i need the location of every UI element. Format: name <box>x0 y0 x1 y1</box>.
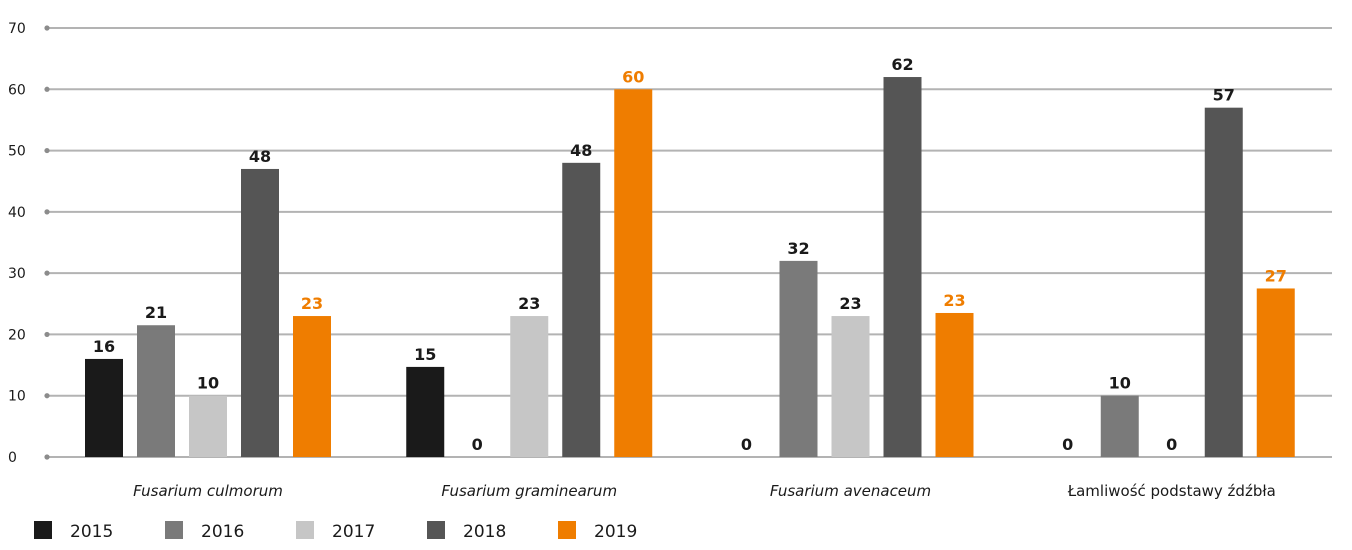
legend-label: 2016 <box>201 522 244 542</box>
grid-line-dot <box>44 147 50 154</box>
data-label: 23 <box>518 294 540 313</box>
bar-2017-2 <box>831 316 870 457</box>
y-tick-label: 0 <box>8 450 17 466</box>
bar-2016-0 <box>137 325 175 457</box>
y-tick-label: 20 <box>8 327 26 343</box>
data-label: 0 <box>1166 435 1177 454</box>
grid-line-dot <box>44 393 50 399</box>
bar-2019-2 <box>935 312 974 457</box>
data-label: 60 <box>622 67 644 86</box>
grid-line-dot <box>44 86 50 92</box>
grid-line-dot <box>44 270 50 276</box>
data-label: 16 <box>93 337 115 356</box>
data-label: 23 <box>301 294 323 313</box>
data-label: 0 <box>472 435 483 454</box>
x-category-label: Fusarium graminearum <box>441 482 617 500</box>
data-label: 23 <box>839 294 861 313</box>
data-label: 15 <box>414 345 436 364</box>
bar-2017-0 <box>189 395 227 457</box>
data-label: 57 <box>1213 86 1235 105</box>
data-label: 0 <box>1062 435 1073 454</box>
bar-2018-0 <box>241 168 279 457</box>
data-label: 48 <box>249 147 271 166</box>
legend-swatch <box>34 521 52 539</box>
bar-2019-0 <box>293 316 331 457</box>
legend-label: 2019 <box>594 522 637 542</box>
data-labels: 16 21 10 48 23 15 0 23 48 60 0 32 23 62 23 0 10 0 57 27 <box>93 55 1287 454</box>
grid-line-dot <box>44 25 50 31</box>
bar-2016-3 <box>1100 395 1139 457</box>
bar-2015-1 <box>406 366 445 457</box>
legend-label: 2015 <box>70 522 113 542</box>
legend-swatch <box>427 521 445 539</box>
bar-2015-0 <box>85 358 123 457</box>
grid-lines <box>44 25 1332 460</box>
grid-line-dot <box>44 331 50 338</box>
bar-2019-1 <box>614 89 653 458</box>
y-tick-label: 70 <box>8 21 26 37</box>
legend: 2015 2016 2017 2018 2019 <box>34 521 637 542</box>
data-label: 48 <box>570 141 592 160</box>
y-axis-ticks: 0 10 20 30 40 50 60 70 <box>8 21 26 466</box>
bar-2018-3 <box>1204 107 1243 458</box>
y-tick-label: 60 <box>8 82 26 98</box>
grid-line-dot <box>44 209 50 215</box>
bar-2016-2 <box>779 260 818 457</box>
x-axis-category-labels: Fusarium culmorum Fusarium graminearum Fus… <box>133 482 1276 500</box>
data-label: 10 <box>197 374 219 393</box>
bar-2018-2 <box>883 77 922 458</box>
bars <box>85 77 1295 458</box>
y-tick-label: 50 <box>8 144 26 160</box>
legend-label: 2017 <box>332 522 375 542</box>
data-label: 32 <box>787 239 809 258</box>
data-label: 23 <box>943 291 965 310</box>
y-tick-label: 30 <box>8 266 26 282</box>
grid-line-dot <box>44 454 50 460</box>
data-label: 0 <box>741 435 752 454</box>
y-tick-label: 10 <box>8 389 26 405</box>
legend-swatch <box>296 521 314 539</box>
y-tick-label: 40 <box>8 205 26 221</box>
data-label: 21 <box>145 303 167 322</box>
data-label: 27 <box>1265 266 1287 285</box>
x-category-label: Fusarium avenaceum <box>770 482 931 500</box>
bar-2019-3 <box>1256 288 1295 457</box>
legend-label: 2018 <box>463 522 506 542</box>
data-label: 10 <box>1109 374 1131 393</box>
x-category-label: Łamliwość podstawy źdźbła <box>1067 482 1276 500</box>
x-category-label: Fusarium culmorum <box>133 482 283 500</box>
bar-2018-1 <box>562 162 601 458</box>
data-label: 62 <box>891 55 913 74</box>
legend-swatch <box>558 521 576 539</box>
bar-2017-1 <box>510 316 549 457</box>
legend-swatch <box>165 521 183 539</box>
